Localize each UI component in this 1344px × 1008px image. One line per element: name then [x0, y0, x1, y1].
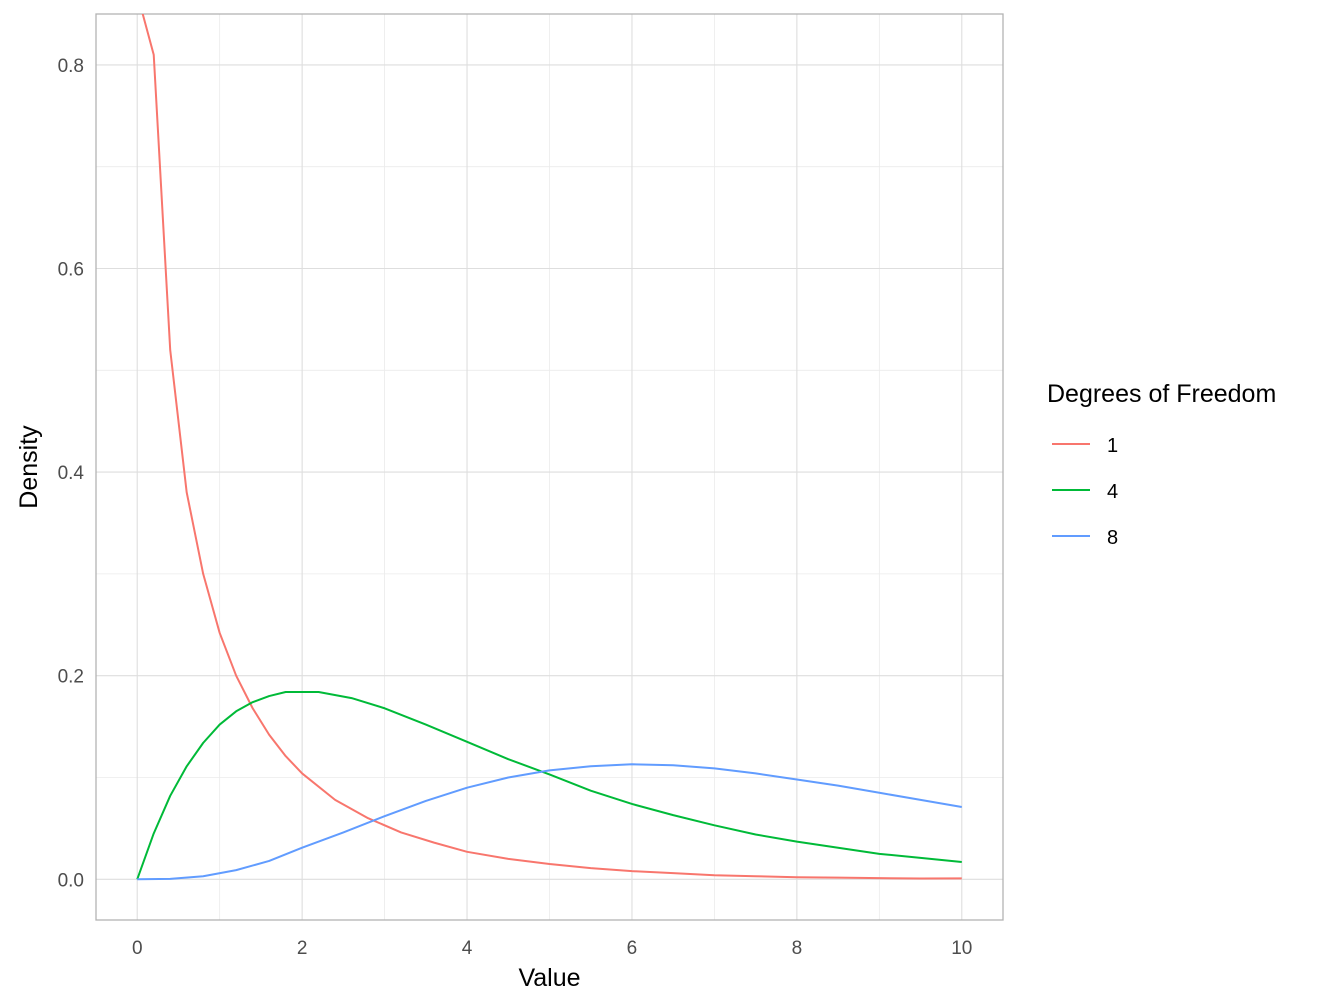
series-layer: [136, 14, 962, 881]
x-tick-label: 8: [792, 938, 803, 959]
y-tick-label: 0.0: [58, 870, 84, 891]
x-tick-label: 2: [297, 938, 308, 959]
legend-label: 8: [1107, 527, 1118, 549]
series-line-1: [141, 14, 962, 880]
y-tick-label: 0.6: [58, 259, 84, 280]
grid: [96, 14, 1003, 920]
y-tick-label: 0.4: [58, 463, 85, 484]
x-tick-label: 10: [951, 938, 972, 959]
legend-item: 1: [1052, 435, 1118, 457]
x-tick-label: 4: [462, 938, 473, 959]
x-tick-label: 6: [627, 938, 638, 959]
legend-title: Degrees of Freedom: [1047, 380, 1276, 408]
tick-labels: 0 2 4 6 8 10 0.0 0.2 0.4 0.6 0.8: [58, 56, 973, 959]
legend-items: 1 4 8: [1052, 435, 1118, 549]
legend-label: 4: [1107, 481, 1118, 503]
panel-border: [95, 13, 1004, 921]
legend-item: 4: [1052, 481, 1118, 503]
y-tick-label: 0.8: [58, 56, 84, 77]
legend-item: 8: [1052, 527, 1118, 549]
x-tick-label: 0: [132, 938, 143, 959]
y-tick-label: 0.2: [58, 667, 84, 688]
x-axis-title: Value: [518, 964, 580, 992]
legend: Degrees of Freedom 1 4 8: [1047, 380, 1276, 549]
series-line-4: [136, 690, 962, 880]
series-line-8: [137, 763, 962, 881]
y-axis-title: Density: [15, 425, 43, 509]
legend-label: 1: [1107, 435, 1118, 457]
